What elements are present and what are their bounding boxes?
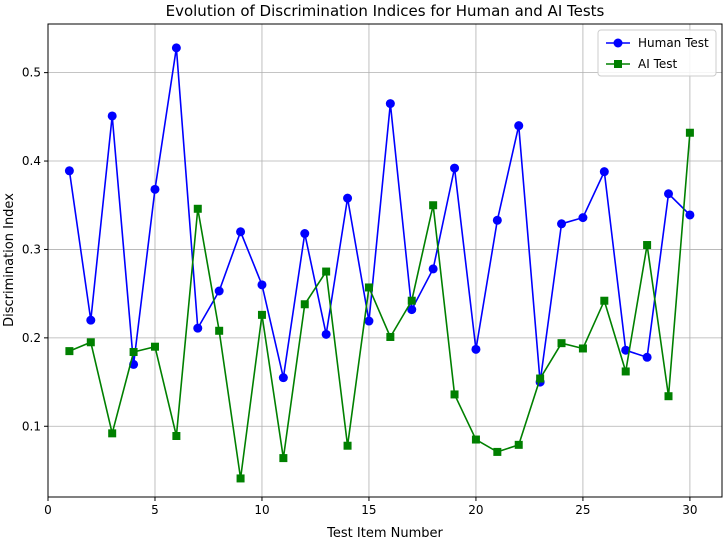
data-point — [578, 344, 587, 353]
data-point — [322, 267, 331, 276]
data-point — [664, 189, 674, 199]
data-point — [514, 121, 524, 131]
y-tick-label: 0.5 — [22, 66, 41, 80]
y-tick-label: 0.3 — [22, 242, 41, 256]
data-point — [599, 167, 609, 177]
series-1 — [64, 43, 695, 387]
legend-marker — [614, 60, 622, 68]
data-point — [557, 339, 566, 348]
data-point — [215, 326, 224, 335]
y-axis-label: Discrimination Index — [2, 193, 17, 327]
data-point — [471, 435, 480, 444]
y-tick-label: 0.4 — [22, 154, 41, 168]
data-point — [278, 373, 288, 383]
data-point — [450, 163, 460, 173]
x-tick-label: 30 — [682, 503, 697, 517]
data-point — [279, 454, 288, 463]
data-point — [86, 338, 95, 347]
x-tick-label: 15 — [361, 503, 376, 517]
data-point — [642, 352, 652, 362]
data-point — [65, 347, 74, 356]
data-point — [685, 210, 695, 220]
data-point — [300, 229, 310, 239]
grid — [47, 24, 722, 497]
data-point — [193, 204, 202, 213]
data-point — [321, 329, 331, 339]
data-point — [621, 367, 630, 376]
data-point — [300, 300, 309, 309]
data-point — [664, 392, 673, 401]
legend-marker — [613, 38, 623, 48]
data-point — [257, 280, 267, 290]
series-line — [68, 47, 691, 383]
x-tick-label: 10 — [254, 503, 269, 517]
data-point — [471, 344, 481, 354]
series-layer — [64, 43, 695, 483]
data-point — [236, 474, 245, 483]
data-point — [171, 43, 181, 53]
data-point — [214, 286, 224, 296]
data-point — [643, 241, 652, 250]
data-point — [493, 447, 502, 456]
data-point — [557, 219, 567, 229]
x-tick-label: 25 — [575, 503, 590, 517]
legend-label: Human Test — [638, 36, 709, 50]
data-point — [578, 213, 588, 223]
data-point — [86, 315, 96, 325]
data-point — [514, 440, 523, 449]
data-point — [428, 264, 438, 274]
legend-label: AI Test — [638, 57, 677, 71]
data-point — [364, 283, 373, 292]
series-line — [69, 132, 691, 479]
data-point — [407, 296, 416, 305]
series-2 — [65, 128, 694, 483]
legend: Human Test AI Test — [597, 29, 717, 77]
data-point — [685, 128, 694, 137]
data-point — [257, 310, 266, 319]
legend-item: Human Test — [606, 36, 709, 50]
data-point — [343, 441, 352, 450]
chart-title: Evolution of Discrimination Indices for … — [166, 2, 605, 20]
x-axis-label: Test Item Number — [326, 526, 443, 541]
y-axis: 0.1 0.2 0.3 0.4 0.5 — [22, 66, 48, 433]
data-point — [129, 348, 138, 357]
data-point — [492, 215, 502, 225]
data-point — [193, 323, 203, 333]
data-point — [621, 345, 631, 355]
x-axis: 0 5 10 15 20 25 30 — [44, 497, 698, 517]
data-point — [64, 166, 74, 176]
x-tick-label: 0 — [44, 503, 52, 517]
plot-frame — [47, 23, 723, 498]
data-point — [236, 227, 246, 237]
data-point — [450, 390, 459, 399]
data-point — [107, 111, 117, 121]
data-point — [108, 429, 117, 438]
data-point — [429, 201, 438, 210]
data-point — [407, 305, 417, 315]
x-tick-label: 20 — [468, 503, 483, 517]
y-tick-label: 0.1 — [22, 419, 41, 433]
data-point — [386, 332, 395, 341]
data-point — [343, 193, 353, 203]
x-tick-label: 5 — [151, 503, 159, 517]
data-point — [536, 374, 545, 383]
data-point — [364, 316, 374, 326]
data-point — [172, 431, 181, 440]
data-point — [150, 342, 159, 351]
data-point — [600, 296, 609, 305]
data-point — [385, 99, 395, 109]
data-point — [150, 184, 160, 194]
legend-item: AI Test — [606, 57, 677, 71]
y-tick-label: 0.2 — [22, 331, 41, 345]
